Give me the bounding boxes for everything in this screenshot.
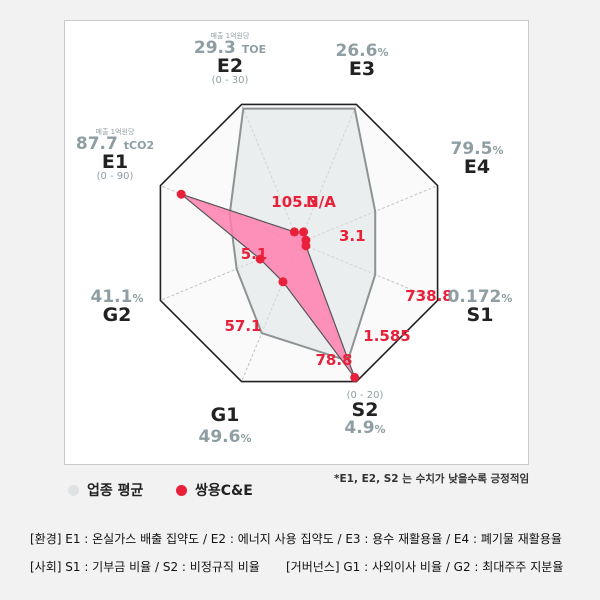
radar-chart: 105.3N/A3.1 738.8 1.585 78.8 57.1 5.1: [159, 103, 453, 383]
marker-g2: [176, 189, 186, 199]
g1-code: G1: [210, 404, 240, 426]
axis-label-e2: 매출 1억원당 29.3 TOE E2 (0 - 30): [185, 33, 275, 86]
s1-average: 0.172%: [447, 287, 513, 307]
e3-average: 26.6%: [335, 41, 389, 61]
axis-label-e3: 26.6% E3: [317, 43, 407, 79]
e1-range: (0 - 90): [96, 171, 134, 182]
footnote: *E1, E2, S2 는 수치가 낮을수록 긍정적임: [334, 473, 530, 485]
legend-average: 업종 평균: [68, 480, 143, 500]
company-value-label-0: 105.3: [271, 193, 318, 211]
marker-e4: [301, 241, 311, 251]
e1-average: 87.7 tCO2: [75, 134, 155, 154]
definition-governance: [거버넌스] G1 : 사외이사 비율 / G2 : 최대주주 지분율: [286, 560, 564, 574]
legend-company-label: 쌍용C&E: [195, 483, 253, 499]
chart-frame: 105.3 N/A 3.1 738.8 1.585 78.8 57.1 5.1 매출 1억원당…: [64, 20, 529, 465]
axis-label-g1: G1 49.6%: [180, 406, 270, 446]
company-value-label-3: 738.8: [405, 287, 452, 305]
g2-code: G2: [102, 304, 132, 326]
marker-e2: [299, 227, 309, 237]
e2-code: E2: [216, 55, 244, 77]
e2-note: 매출 1억원당: [210, 32, 250, 40]
e2-average: 29.3 TOE: [193, 38, 267, 58]
s1-code: S1: [466, 304, 494, 326]
g2-average: 41.1%: [90, 287, 144, 307]
axis-label-e1: 매출 1억원당 87.7 tCO2 E1 (0 - 90): [75, 129, 155, 182]
marker-e1: [289, 227, 299, 237]
legend-company: 쌍용C&E: [176, 480, 253, 500]
e4-average: 79.5%: [450, 139, 504, 159]
e1-note: 매출 1억원당: [95, 128, 135, 136]
definition-social: [사회] S1 : 기부금 비율 / S2 : 비정규직 비율: [30, 560, 260, 574]
e1-code: E1: [101, 151, 129, 173]
axis-label-e4: 79.5% E4: [437, 141, 517, 177]
legend-average-label: 업종 평균: [87, 483, 144, 499]
s2-range: (0 - 20): [346, 390, 384, 401]
company-value-label-1: N/A: [306, 193, 336, 211]
g1-average: 49.6%: [198, 427, 252, 447]
axis-label-s1: 0.172% S1: [435, 289, 525, 325]
company-value-label-4: 1.585: [363, 327, 410, 345]
marker-s2: [278, 277, 288, 287]
legend-company-swatch: [176, 484, 187, 496]
e3-code: E3: [348, 58, 376, 80]
company-value-label-6: 57.1: [224, 317, 261, 335]
company-value-label-7: 5.1: [241, 245, 268, 263]
marker-s1: [350, 372, 360, 382]
company-value-label-2: 3.1: [339, 227, 366, 245]
e4-code: E4: [463, 156, 491, 178]
legend-average-swatch: [68, 484, 79, 496]
s2-code: S2: [351, 399, 379, 421]
s2-average: 4.9%: [344, 418, 386, 438]
axis-label-g2: 41.1% G2: [77, 289, 157, 325]
definition-environment: [환경] E1 : 온실가스 배출 집약도 / E2 : 에너지 사용 집약도 …: [30, 532, 562, 546]
e2-range: (0 - 30): [211, 75, 249, 86]
marker-g1: [255, 254, 265, 264]
company-value-label-5: 78.8: [315, 351, 352, 369]
axis-label-s2: (0 - 20) S2 4.9%: [320, 391, 410, 437]
